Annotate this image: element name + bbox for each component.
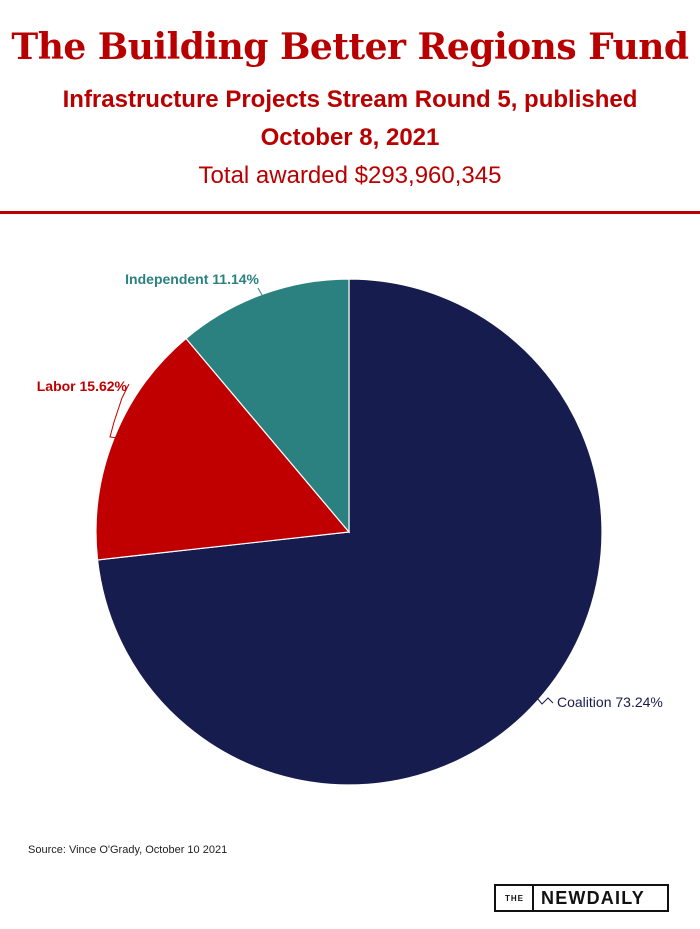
subtitle-line-1: Infrastructure Projects Stream Round 5, … [62, 86, 638, 113]
subtitle-line-3: Total awarded $293,960,345 [198, 162, 502, 189]
slice-label-coalition: Coalition 73.24% [557, 694, 663, 710]
pie-slice-independent [185, 278, 350, 534]
leader-line-labor [109, 383, 130, 439]
page-title: The Building Better Regions Fund [11, 26, 689, 68]
logo-the: THE [505, 893, 524, 903]
leader-line-independent [257, 287, 263, 296]
logo-divider [532, 886, 534, 910]
logo-wordmark: NEWDAILY [541, 887, 645, 908]
leader-line-coalition [536, 697, 554, 705]
source-note: Source: Vince O'Grady, October 10 2021 [28, 844, 228, 856]
subtitle-line-2: October 8, 2021 [260, 124, 440, 151]
slice-label-independent: Independent 11.14% [125, 271, 259, 287]
newdaily-logo: THE NEWDAILY [494, 884, 669, 912]
pie-slice-labor [95, 337, 351, 561]
slice-label-labor: Labor 15.62% [37, 378, 128, 394]
header-divider [0, 211, 700, 214]
